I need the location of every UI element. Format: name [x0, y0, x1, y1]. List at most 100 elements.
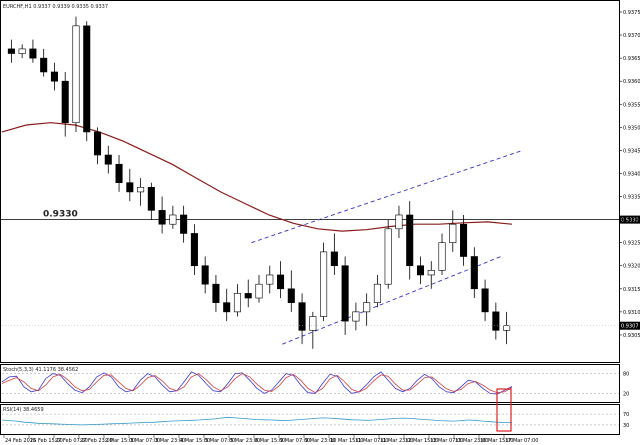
x-tick-label: 13 Mar 07:00 [430, 438, 463, 444]
rsi-pane: RSI(14) 38.4659 70 30 [0, 404, 629, 435]
level-line-label: 0.9330 [43, 210, 78, 220]
candle-body [427, 270, 435, 276]
candle-body [287, 288, 295, 303]
x-tick-label: 17 Mar 07:00 [505, 438, 538, 444]
candle-body [93, 131, 102, 156]
x-tick-label: 16 Mar 15:00 [480, 438, 513, 444]
stochastic-pane: Stoch(5,3,3) 41.1176 38.4562 80 20 [0, 364, 629, 403]
candle-body [352, 311, 360, 322]
candle-body [29, 48, 37, 59]
candle-body [18, 48, 26, 54]
y-tick-label: 0.9360 [623, 79, 640, 85]
y-tick-label: 0.9305 [623, 333, 640, 339]
candle-body [233, 293, 241, 313]
y-tick-label: 0.9345 [623, 148, 640, 154]
candle-body [373, 283, 381, 303]
candle-body [83, 25, 91, 133]
candle-body [190, 233, 198, 267]
x-tick-label: 6 Mar 15:00 [255, 438, 285, 444]
main-pane: EURCHF,H1 0.9337 0.9339 0.9335 0.9337 0.… [0, 0, 640, 363]
candle-body [137, 187, 145, 193]
candle-body [126, 182, 134, 193]
level-label: 20 [623, 391, 629, 397]
x-tick-label: 13 Mar 23:00 [455, 438, 488, 444]
candle-body [395, 214, 403, 230]
candle-body [492, 311, 500, 331]
rsi-label: RSI(14) 38.4659 [3, 407, 44, 413]
level-label: 70 [623, 412, 629, 418]
rsi-pane-frame [0, 404, 620, 435]
x-tick-label: 5 Mar 07:00 [205, 438, 235, 444]
level-axis-label: 0.9330 [621, 218, 639, 224]
candle-body [266, 274, 274, 285]
x-tick-label: 5 Mar 23:00 [230, 438, 260, 444]
rsi-line [1, 416, 513, 426]
candle-body [244, 293, 252, 299]
level-label: 30 [623, 423, 629, 429]
candle-body [61, 80, 69, 124]
candle-body [449, 223, 457, 243]
candle-body [50, 71, 58, 82]
level-axis-tag [620, 215, 640, 224]
candle-body [320, 251, 328, 317]
x-tick-label: 24 Feb 2015 [5, 438, 36, 444]
x-tick-label: 10 Mar 15:00 [330, 438, 363, 444]
candle-body [169, 214, 177, 225]
stochastic-k-line [1, 371, 513, 395]
candle-body [460, 223, 468, 257]
candle-body [416, 265, 425, 276]
candle-body [298, 302, 306, 331]
y-tick-label: 0.9355 [623, 102, 640, 108]
candle-body [481, 288, 489, 313]
x-tick-label: 4 Mar 15:00 [180, 438, 210, 444]
candle-body [384, 228, 392, 285]
y-tick-label: 0.9320 [623, 264, 640, 270]
candle-body [277, 274, 285, 290]
channel-upper-line [251, 149, 523, 244]
candle-body [406, 214, 414, 267]
x-tick-label: 9 Mar 23:00 [305, 438, 335, 444]
candle-body [180, 214, 188, 234]
x-tick-label: 11 Mar 07:00 [355, 438, 388, 444]
candle-body [147, 187, 155, 211]
candle-body [104, 154, 112, 165]
candle-body [223, 302, 231, 313]
candle-body [201, 265, 209, 285]
candle-body [341, 265, 349, 322]
candle-body [470, 256, 478, 290]
oscillator-highlight-box [496, 388, 512, 432]
x-tick-label: 12 Mar 15:00 [405, 438, 438, 444]
y-tick-label: 0.9325 [623, 241, 640, 247]
current-price-tag [620, 321, 640, 330]
candle-body [438, 242, 446, 271]
x-tick-label: 27 Feb 23:00 [80, 438, 113, 444]
x-tick-label: 3 Mar 07:00 [130, 438, 160, 444]
x-tick-label: 9 Mar 07:00 [280, 438, 310, 444]
main-pane-frame [0, 0, 620, 363]
candle-body [7, 48, 15, 54]
symbol-header: EURCHF,H1 0.9337 0.9339 0.9335 0.9337 [3, 4, 108, 10]
y-tick-label: 0.9375 [623, 10, 640, 16]
candle-body [503, 325, 511, 331]
candle-body [115, 163, 123, 183]
candle-body [72, 25, 80, 124]
candle-body [158, 210, 166, 225]
x-tick-label: 2 Mar 15:00 [105, 438, 135, 444]
y-tick-label: 0.9365 [623, 56, 640, 62]
candle-body [40, 57, 48, 73]
x-tick-label: 26 Feb 15:00 [30, 438, 63, 444]
candle-body [255, 283, 263, 299]
level-label: 80 [623, 372, 629, 378]
candle-body [212, 283, 220, 303]
y-tick-label: 0.9350 [623, 125, 640, 131]
stochastic-d-line [1, 373, 513, 394]
candle-body [309, 316, 317, 331]
stochastic-label: Stoch(5,3,3) 41.1176 38.4562 [3, 367, 78, 373]
x-tick-label: 3 Mar 23:00 [155, 438, 185, 444]
stochastic-pane-frame [0, 364, 620, 403]
current-price-label: 0.9307 [621, 324, 639, 330]
x-tick-label: 27 Feb 07:00 [55, 438, 88, 444]
x-tick-label: 11 Mar 23:00 [380, 438, 413, 444]
